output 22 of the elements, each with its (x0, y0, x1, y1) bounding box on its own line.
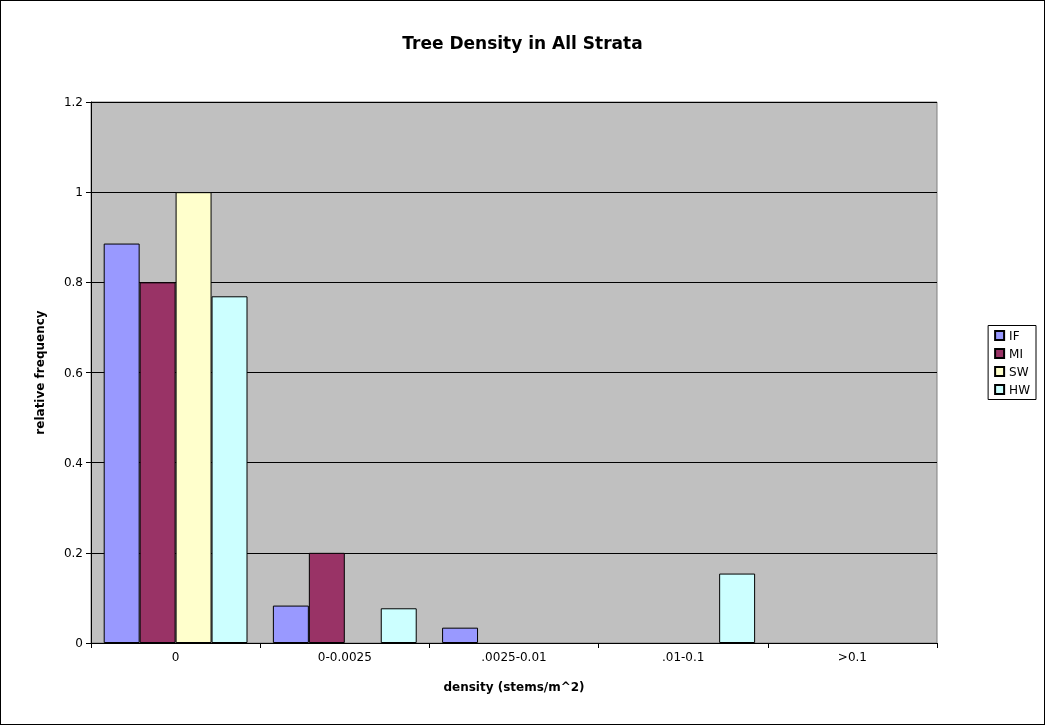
legend-label: IF (1009, 328, 1020, 343)
legend-label: MI (1009, 346, 1024, 361)
y-tick-label: 0.6 (63, 365, 83, 380)
y-tick-label: 0.8 (63, 275, 83, 290)
y-axis-title: relative frequency (33, 310, 47, 435)
x-tick-label: >0.1 (837, 650, 867, 664)
y-tick-label: 1 (75, 185, 83, 200)
legend-label: SW (1009, 364, 1029, 379)
bar (380, 608, 417, 643)
y-tick-label: 0.4 (63, 455, 83, 470)
bar (719, 573, 756, 643)
legend-label: HW (1009, 382, 1031, 397)
chart-title: Tree Density in All Strata (402, 32, 643, 53)
y-tick-label: 0 (75, 636, 83, 650)
y-tick-label: 0.2 (63, 545, 83, 560)
x-tick-label: .01-0.1 (661, 650, 705, 664)
x-tick-label: .0025-0.01 (481, 650, 547, 664)
bar (442, 627, 479, 643)
y-tick-label: 1.2 (63, 95, 83, 109)
x-tick-label: 0 (171, 650, 180, 664)
x-axis-title: density (stems/m^2) (443, 680, 585, 694)
x-tick-label: 0-0.0025 (317, 650, 372, 664)
